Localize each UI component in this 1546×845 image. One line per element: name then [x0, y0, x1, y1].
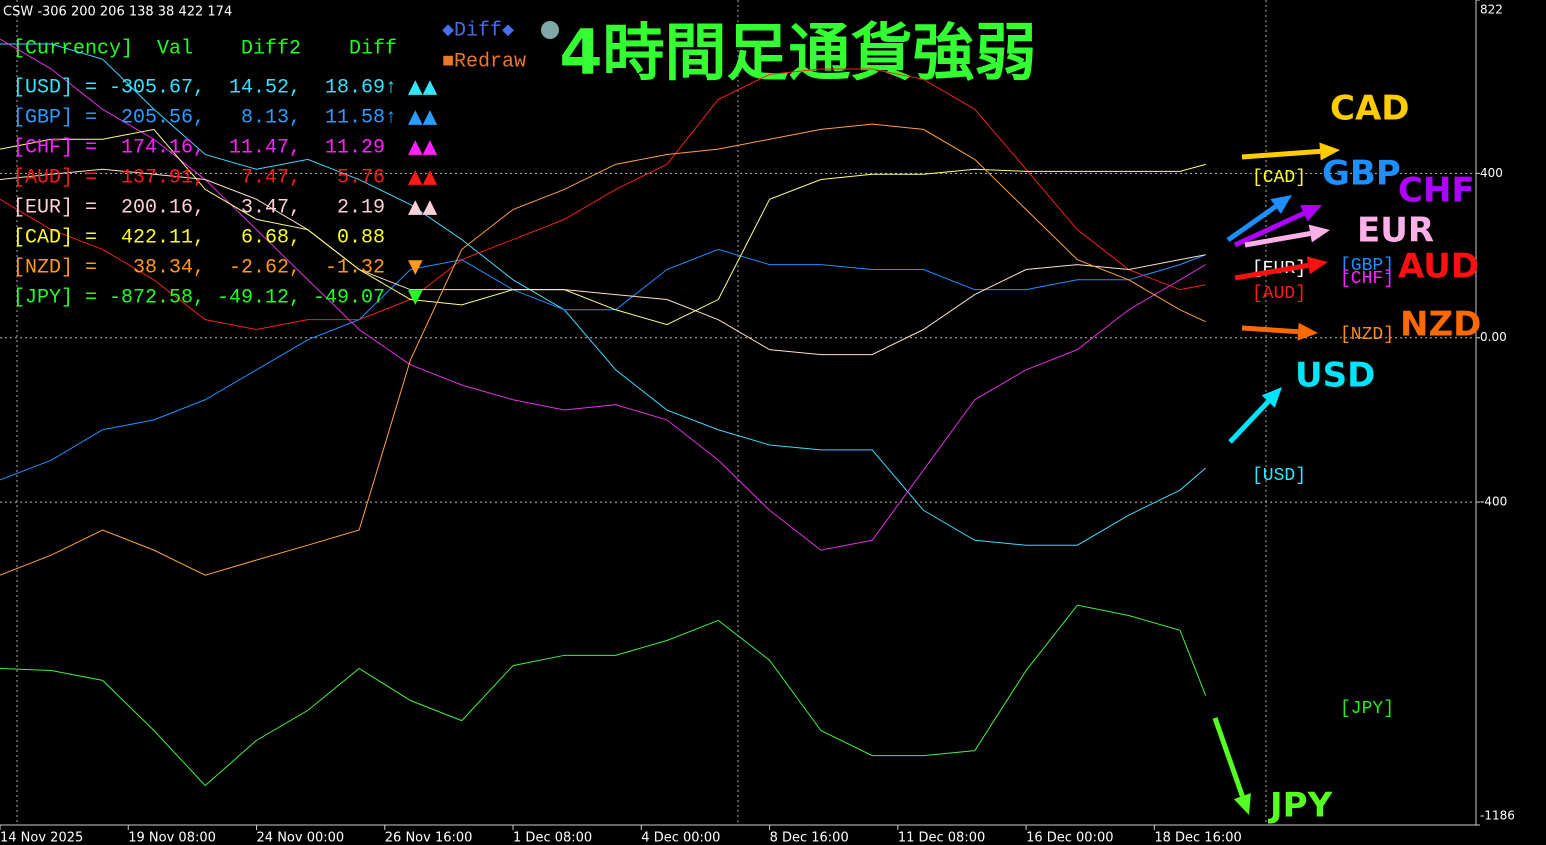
- redraw-button[interactable]: ■Redraw: [442, 50, 526, 73]
- table-row: [AUD] = 137.91, 7.47, 5.76: [13, 166, 385, 189]
- series-line: [0, 43, 1206, 546]
- series-line: [0, 604, 1207, 787]
- line-label: [USD]: [1252, 466, 1306, 486]
- table-row: [EUR] = 200.16, 3.47, 2.19: [13, 196, 385, 219]
- arrow-shaft: [1233, 211, 1305, 248]
- y-tick-label: -400: [1480, 495, 1507, 509]
- x-tick-label: 11 Dec 08:00: [898, 831, 985, 845]
- row-marks: ▼: [408, 286, 423, 308]
- y-tick-label: 400: [1480, 166, 1503, 180]
- line-label: [GBP]: [1340, 256, 1394, 276]
- arrow-shaft: [1212, 717, 1245, 797]
- x-tick-label: 16 Dec 00:00: [1026, 831, 1113, 845]
- row-marks: ▲▲: [408, 106, 438, 128]
- line-label: [CAD]: [1252, 168, 1306, 188]
- x-tick-label: 14 Nov 2025: [0, 831, 83, 845]
- arrow-head: [1300, 205, 1322, 222]
- row-marks: ▲▲: [408, 166, 438, 188]
- series-line: [0, 128, 1206, 326]
- series-line: [0, 248, 1206, 481]
- series-line: [0, 123, 1206, 576]
- arrow-shaft: [1234, 262, 1309, 281]
- row-marks: ▲▲: [408, 196, 438, 218]
- arrow-head: [1270, 195, 1292, 214]
- strength-label: NZD: [1400, 305, 1481, 345]
- strength-label: JPY: [1268, 786, 1333, 826]
- diff-dot[interactable]: [541, 21, 559, 39]
- diff-button[interactable]: ◆Diff◆: [442, 19, 514, 42]
- arrow-head: [1319, 142, 1340, 161]
- table-row: [CHF] = 174.16, 11.47, 11.29: [13, 136, 385, 159]
- y-tick-label: 822: [1480, 3, 1503, 17]
- strength-label: CHF: [1398, 171, 1475, 211]
- arrow-head: [1306, 256, 1328, 275]
- line-label: [NZD]: [1340, 325, 1394, 345]
- table-row: [GBP] = 205.56, 8.13, 11.58↑: [13, 106, 397, 129]
- table-header: [Currency] Val Diff2 Diff: [13, 37, 397, 60]
- x-tick-label: 18 Dec 16:00: [1154, 831, 1241, 845]
- x-tick-label: 19 Nov 08:00: [128, 831, 216, 845]
- arrow-head: [1297, 322, 1318, 341]
- arrow-shaft: [1226, 204, 1278, 243]
- table-row: [NZD] = 38.34, -2.62, -1.32: [13, 256, 385, 279]
- line-label: [CHF]: [1340, 269, 1394, 289]
- row-marks: ▲▲: [408, 136, 438, 158]
- arrow-shaft: [1241, 148, 1321, 160]
- x-tick-label: 1 Dec 08:00: [513, 831, 592, 845]
- line-label: [AUD]: [1252, 284, 1306, 304]
- table-row: [JPY] = -872.58, -49.12, -49.07: [13, 286, 385, 309]
- line-label: [JPY]: [1340, 699, 1394, 719]
- table-row: [CAD] = 422.11, 6.68, 0.88: [13, 226, 385, 249]
- x-tick-label: 4 Dec 00:00: [641, 831, 720, 845]
- row-marks: ▲▲: [408, 76, 438, 98]
- row-marks: ▼: [408, 256, 423, 278]
- x-tick-label: 24 Nov 00:00: [257, 831, 345, 845]
- title: 4時間足通貨強弱: [559, 16, 1036, 89]
- arrow-shaft: [1244, 231, 1311, 248]
- x-tick-label: 8 Dec 16:00: [770, 831, 849, 845]
- arrow-head: [1261, 387, 1282, 408]
- strength-label: USD: [1295, 356, 1375, 396]
- strength-label: GBP: [1322, 154, 1401, 194]
- arrow-head: [1308, 224, 1330, 243]
- info: CSW -306 200 206 138 38 422 174: [3, 5, 232, 20]
- strength-label: AUD: [1398, 247, 1479, 287]
- strength-label: CAD: [1330, 89, 1410, 129]
- y-tick-label: -1186: [1480, 809, 1515, 823]
- series-line: [0, 68, 1206, 331]
- arrow-head: [1233, 793, 1251, 815]
- arrow-shaft: [1241, 325, 1299, 335]
- arrow-shaft: [1228, 399, 1271, 444]
- strength-label: EUR: [1357, 211, 1434, 251]
- x-tick-label: 26 Nov 16:00: [385, 831, 473, 845]
- series-line: [0, 168, 1206, 356]
- table-row: [USD] = -305.67, 14.52, 18.69↑: [13, 76, 397, 99]
- y-tick-label: 0.00: [1480, 330, 1507, 344]
